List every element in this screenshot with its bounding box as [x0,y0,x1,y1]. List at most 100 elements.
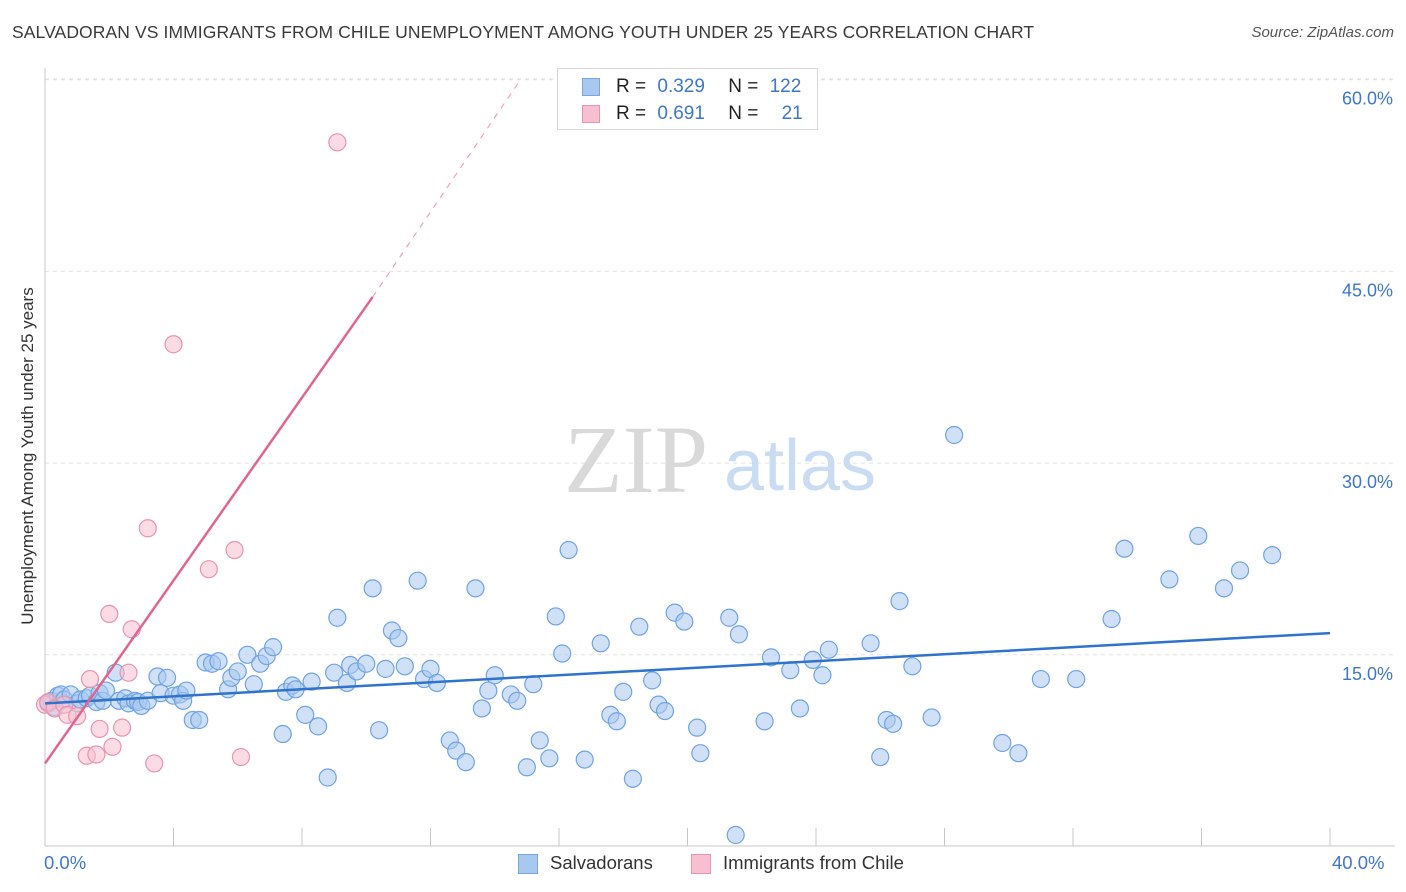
series-chile [35,133,347,773]
salvadorans-point [688,718,707,737]
salvadorans-point [871,747,890,767]
y-tick-label-60: 60.0% [1342,89,1393,109]
salvadorans-point [655,701,675,721]
chile-point [100,604,119,624]
salvadorans-point [296,705,315,724]
salvadorans-point [157,668,177,687]
source-note: Source: ZipAtlas.com [1251,24,1394,41]
chile-point [122,620,141,639]
salvadorans-point [903,657,922,676]
chile-point [145,754,164,773]
salvadorans-point [781,661,800,680]
y-tick-label-45: 45.0% [1342,280,1393,300]
correlation-legend: R = 0.329 N = 122 R = 0.691 N = 21 [557,68,818,130]
legend-swatch-salvadorans [582,78,600,96]
chile-point [225,540,244,560]
salvadorans-point [263,638,283,657]
salvadorans-point [209,652,228,671]
salvadorans-point [993,733,1012,753]
salvadorans-point [318,768,337,787]
chile-point [87,745,106,764]
salvadorans-point [607,712,626,731]
salvadorans-point [540,749,559,768]
salvadorans-point [945,425,964,445]
x-tick-label-max: 40.0% [1332,852,1385,873]
y-tick-label-30: 30.0% [1342,472,1393,492]
salvadorans-point [328,608,347,627]
salvadorans-point [456,753,475,772]
salvadorans-point [302,672,321,691]
salvadorans-point [575,750,594,769]
salvadorans-point [524,675,543,694]
r-label: R = [616,76,647,97]
chile-point [112,718,132,737]
y-tick-labels: 15.0% 30.0% 45.0% 60.0% [1342,89,1393,684]
legend-label-salvadorans: Salvadorans [550,852,653,873]
chile-point [103,737,122,756]
salvadorans-point [1031,669,1050,689]
axes [44,68,1395,847]
salvadorans-point [623,769,642,788]
r-value-chile: 0.691 [657,103,705,124]
salvadorans-point [790,699,810,718]
watermark-atlas: atlas [724,426,876,506]
n-label: N = [728,103,759,124]
r-label: R = [616,103,647,124]
watermark-zip: ZIP [564,406,708,513]
salvadorans-point [273,724,292,744]
chile-point [138,519,157,538]
salvadorans-point [479,681,498,700]
salvadorans-point [308,717,328,736]
salvadorans-point [1067,669,1086,689]
salvadorans-point [559,540,578,560]
legend-swatch-chile [691,854,711,874]
salvadorans-point [761,648,781,667]
r-value-salvadorans: 0.329 [657,76,705,97]
salvadorans-point [228,662,247,681]
chile-point [328,133,347,152]
legend-swatch-chile [582,105,600,123]
salvadorans-point [813,666,832,685]
salvadorans-point [325,663,344,682]
salvadorans-point [922,708,941,727]
salvadorans-point [614,682,633,701]
salvadorans-point [357,654,376,673]
n-label: N = [728,76,759,97]
gridlines [45,78,1395,656]
salvadorans-point [376,659,395,678]
trend-line-salvadorans [44,631,1331,705]
trend-lines [43,79,1331,765]
salvadorans-point [720,608,739,627]
salvadorans-point [643,671,662,690]
salvadorans-point [408,571,427,590]
salvadorans-point [755,712,774,731]
salvadorans-point [691,744,710,763]
salvadorans-point [890,592,909,611]
salvadorans-point [1230,561,1250,580]
salvadorans-point [1160,570,1179,589]
salvadorans-point [630,617,649,636]
salvadorans-point [1189,526,1208,546]
chile-point [164,335,183,354]
chart-title: SALVADORAN VS IMMIGRANTS FROM CHILE UNEM… [12,22,1035,42]
chile-point [119,663,138,682]
x-tick-label-min: 0.0% [44,852,87,873]
salvadorans-point [819,640,838,659]
legend-label-chile: Immigrants from Chile [723,852,904,873]
chile-point [231,747,251,767]
salvadorans-point [726,825,745,845]
salvadorans-point [1263,546,1282,565]
n-value-salvadorans: 122 [769,76,802,97]
salvadorans-point [675,612,694,631]
chile-point [199,560,218,579]
chile-point [80,669,100,689]
salvadorans-point [729,625,749,644]
salvadorans-point [530,731,549,750]
salvadorans-point [861,634,880,653]
salvadorans-point [517,758,536,777]
salvadorans-point [395,657,414,676]
salvadorans-point [238,645,257,664]
n-value-chile: 21 [781,103,803,124]
salvadorans-point [508,691,527,710]
salvadorans-point [472,699,491,718]
